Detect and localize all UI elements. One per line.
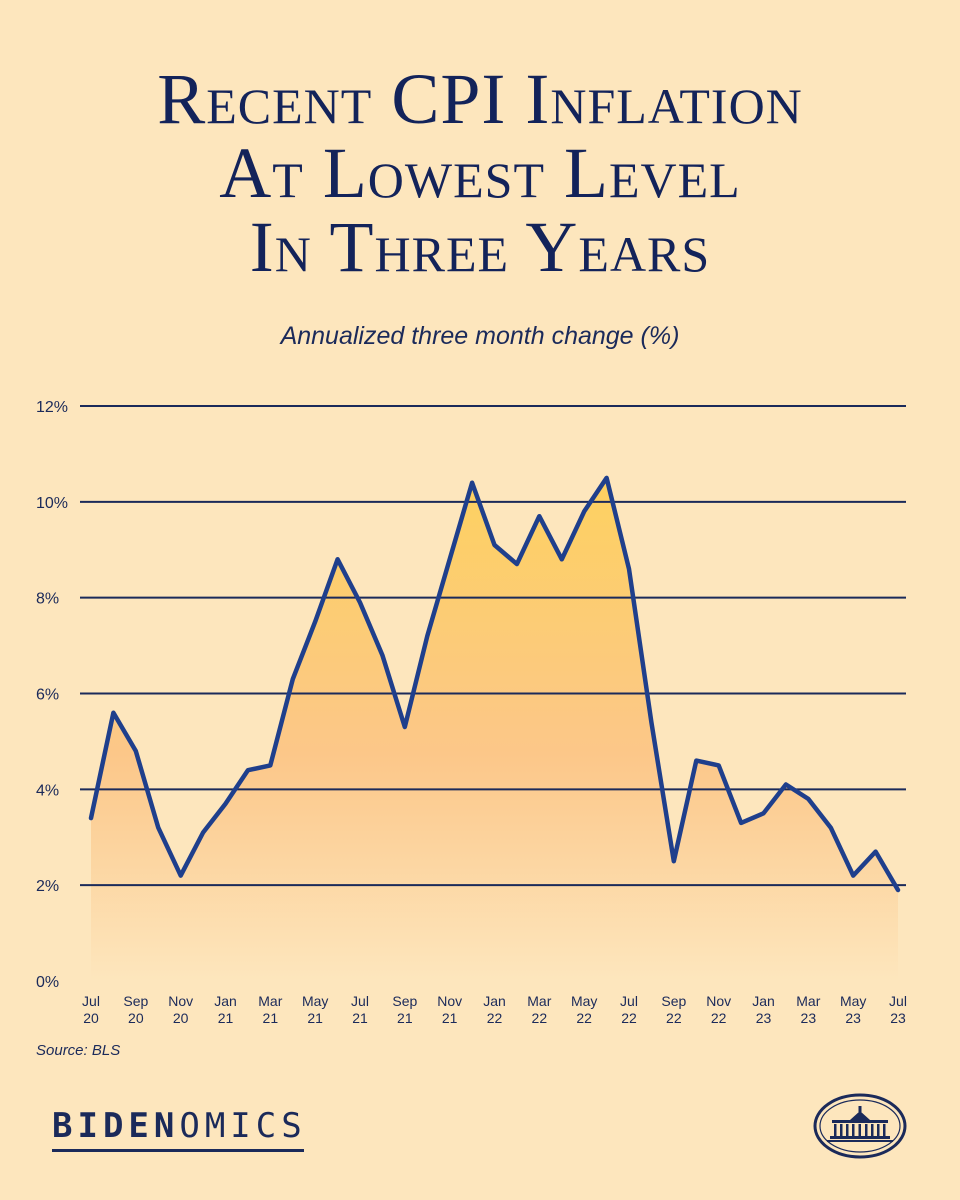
x-tick-label: Nov 22 — [706, 993, 731, 1026]
x-tick-label: Nov 21 — [437, 993, 462, 1026]
y-tick-label: 8% — [36, 591, 59, 608]
x-tick-label: Mar 23 — [796, 993, 820, 1026]
title-line-1: Recent CPI Inflation — [157, 59, 803, 139]
x-tick-label: Jan 23 — [752, 993, 775, 1026]
chart-subtitle: Annualized three month change (%) — [280, 322, 680, 350]
y-tick-label: 12% — [36, 399, 68, 416]
x-tick-label: Jan 22 — [483, 993, 506, 1026]
y-tick-label: 4% — [36, 782, 59, 799]
x-tick-label: Sep 22 — [661, 993, 686, 1026]
x-tick-label: Jul 20 — [82, 993, 100, 1026]
x-tick-label: May 21 — [302, 993, 328, 1026]
y-tick-label: 10% — [36, 495, 68, 512]
x-tick-label: Jul 21 — [351, 993, 369, 1026]
brand-logo-rest: OMICS — [179, 1106, 307, 1146]
white-house-icon — [813, 1093, 907, 1159]
cpi-area-chart: 0% 2% 4% 6% 8% 10% 12% Jul 20 Sep 20 Nov 20 Jan 21 Mar… — [36, 399, 907, 1026]
chart-title: Recent CPI Inflation At Lowest Level In … — [0, 62, 960, 284]
cpi-area-fill — [91, 477, 898, 981]
x-tick-label: Mar 22 — [527, 993, 551, 1026]
x-tick-label: May 23 — [840, 993, 866, 1026]
x-tick-label: Jul 22 — [620, 993, 638, 1026]
x-tick-label: Jul 23 — [889, 993, 907, 1026]
title-line-3: In Three Years — [249, 207, 711, 287]
x-tick-label: Jan 21 — [214, 993, 237, 1026]
x-tick-label: Nov 20 — [168, 993, 193, 1026]
x-tick-label: Sep 20 — [123, 993, 148, 1026]
brand-logo: BIDENOMICS — [52, 1106, 307, 1146]
x-tick-label: Mar 21 — [258, 993, 282, 1026]
y-tick-label: 6% — [36, 687, 59, 704]
y-tick-label: 2% — [36, 878, 59, 895]
title-line-2: At Lowest Level — [219, 133, 741, 213]
brand-logo-strong: BIDEN — [52, 1106, 180, 1146]
source-note: Source: BLS — [36, 1042, 121, 1059]
brand-underline — [52, 1149, 304, 1152]
x-tick-label: Sep 21 — [392, 993, 417, 1026]
x-tick-label: May 22 — [571, 993, 597, 1026]
y-tick-label: 0% — [36, 974, 59, 991]
